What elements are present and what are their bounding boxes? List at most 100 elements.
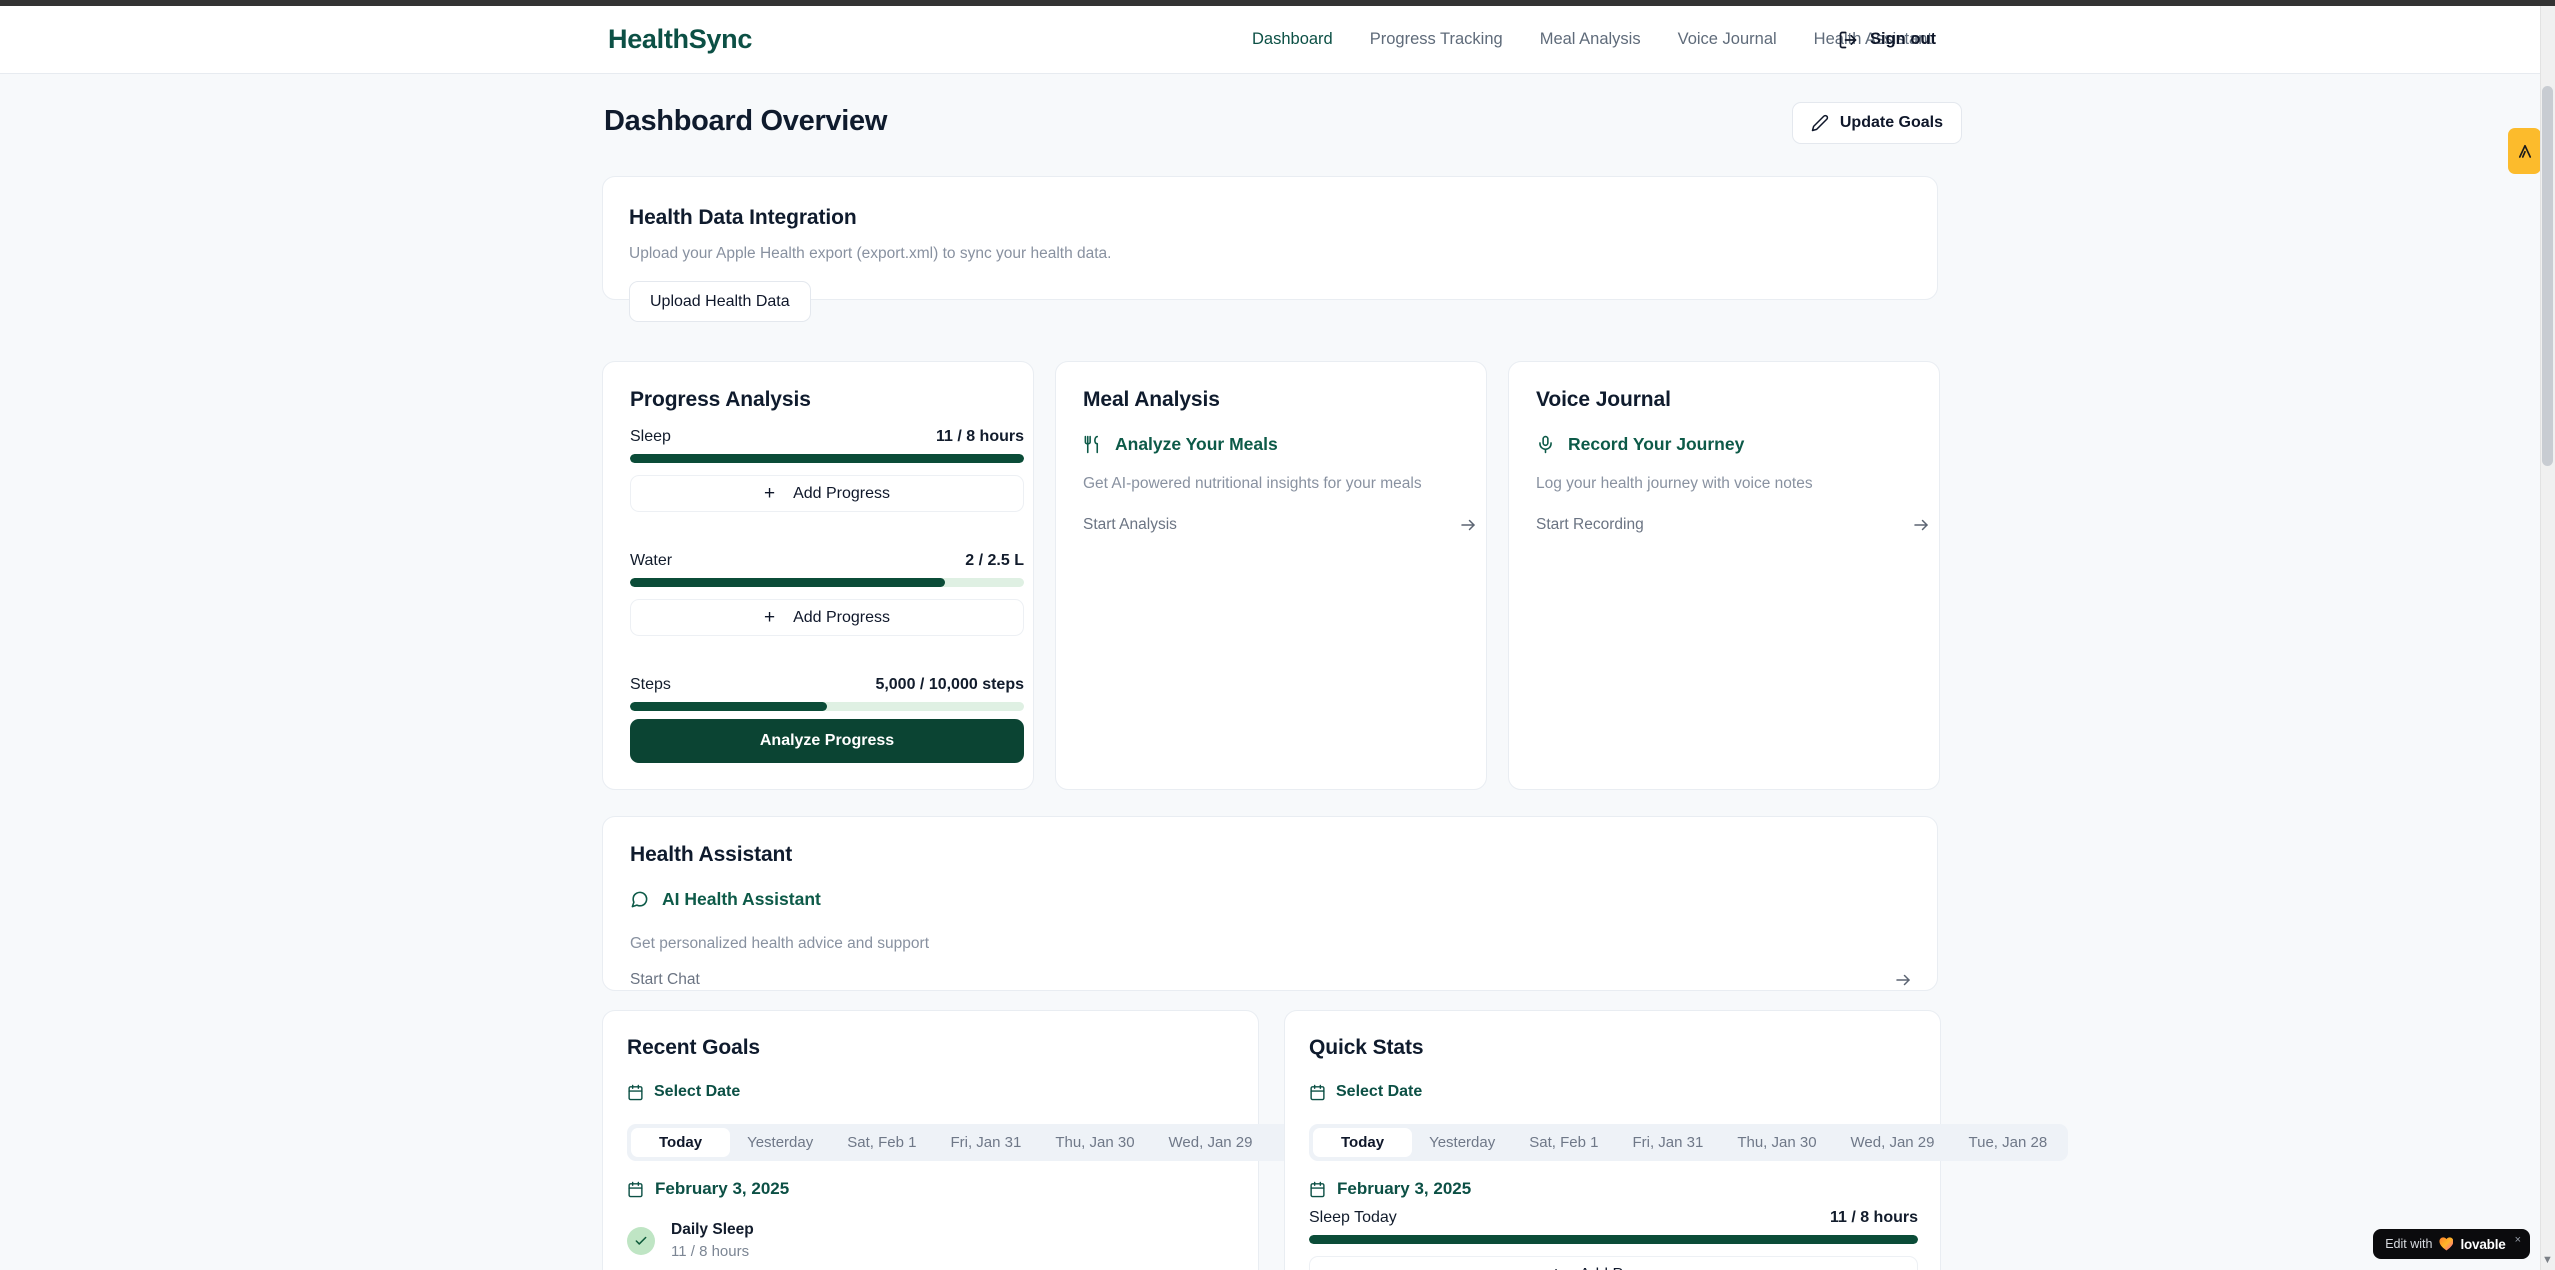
progress-bar-track	[1309, 1235, 1918, 1244]
add-progress-button-sleep[interactable]: + Add Progress	[630, 475, 1024, 512]
goal-row-water: Water 2 / 2.5 L + Add Progress	[630, 552, 1024, 636]
goal-label: Water	[630, 552, 673, 569]
selected-date-display-stats: February 3, 2025	[1309, 1179, 1471, 1199]
analyze-meals-label: Analyze Your Meals	[1115, 434, 1278, 454]
page-scrollbar[interactable]: ▼	[2540, 6, 2555, 1270]
close-icon[interactable]: ×	[2514, 1234, 2521, 1246]
start-analysis-label: Start Analysis	[1083, 516, 1177, 533]
brand-logo[interactable]: HealthSync	[608, 24, 753, 54]
health-assistant-card: Health Assistant AI Health Assistant Get…	[602, 816, 1938, 991]
date-tab-yesterday[interactable]: Yesterday	[1429, 1134, 1496, 1151]
arrow-right-icon	[1459, 516, 1477, 534]
record-journey-action[interactable]: Record Your Journey	[1536, 434, 1744, 455]
date-tabs-goals: Today Yesterday Sat, Feb 1 Fri, Jan 31 T…	[627, 1124, 1387, 1161]
meal-analysis-description: Get AI-powered nutritional insights for …	[1083, 475, 1422, 492]
meal-analysis-card: Meal Analysis Analyze Your Meals Get AI-…	[1055, 361, 1487, 790]
quick-stats-card: Quick Stats Select Date Today Yesterday …	[1284, 1010, 2069, 1270]
select-date-label: Select Date	[654, 1083, 741, 1100]
quick-stats-title: Quick Stats	[1309, 1036, 1424, 1059]
list-item-daily-sleep[interactable]: Daily Sleep 11 / 8 hours	[627, 1219, 754, 1263]
voice-journal-card: Voice Journal Record Your Journey Log yo…	[1508, 361, 1940, 790]
nav-item-health-assistant[interactable]: Health Assistant	[1813, 30, 1932, 48]
arrow-right-icon	[1912, 516, 1930, 534]
date-tab-fri-jan-31[interactable]: Fri, Jan 31	[950, 1134, 1022, 1151]
nav-item-progress-tracking[interactable]: Progress Tracking	[1369, 30, 1503, 48]
arrow-right-icon	[1894, 971, 1912, 989]
date-tab-sat-feb-1[interactable]: Sat, Feb 1	[1529, 1134, 1599, 1151]
record-journey-label: Record Your Journey	[1568, 434, 1745, 454]
progress-bar-fill	[630, 454, 1024, 463]
ai-health-assistant-action[interactable]: AI Health Assistant	[630, 889, 821, 910]
goal-item-name: Daily Sleep	[671, 1221, 754, 1238]
date-tab-thu-jan-30[interactable]: Thu, Jan 30	[1055, 1134, 1135, 1151]
date-tabs-stats: Today Yesterday Sat, Feb 1 Fri, Jan 31 T…	[1309, 1124, 2069, 1161]
progress-bar-fill	[630, 578, 946, 587]
nav-item-dashboard[interactable]: Dashboard	[1252, 30, 1333, 48]
calendar-icon	[627, 1084, 644, 1101]
goal-row-sleep: Sleep 11 / 8 hours + Add Progress	[630, 428, 1024, 512]
calendar-icon	[1309, 1181, 1326, 1198]
date-tab-thu-jan-30[interactable]: Thu, Jan 30	[1737, 1134, 1817, 1151]
page-title: Dashboard Overview	[604, 105, 888, 137]
select-date-label: Select Date	[1336, 1083, 1423, 1100]
stat-value: 11 / 8 hours	[1829, 1209, 1918, 1226]
date-tab-wed-jan-29[interactable]: Wed, Jan 29	[1168, 1134, 1253, 1151]
selected-date-display-goals: February 3, 2025	[627, 1179, 789, 1199]
plus-icon: +	[763, 607, 776, 628]
health-data-description: Upload your Apple Health export (export.…	[629, 245, 1112, 262]
plus-icon: +	[763, 483, 776, 504]
plus-icon: +	[1550, 1265, 1561, 1270]
analyze-progress-button[interactable]: Analyze Progress	[630, 719, 1024, 763]
start-recording-link[interactable]: Start Recording	[1536, 516, 1930, 534]
voice-journal-description: Log your health journey with voice notes	[1536, 475, 1813, 492]
date-tab-tue-jan-28[interactable]: Tue, Jan 28	[1968, 1134, 2048, 1151]
microphone-icon	[1536, 435, 1555, 454]
nav-links: Dashboard Progress Tracking Meal Analysi…	[1252, 30, 1932, 49]
sign-out-button[interactable]: Sign out	[1838, 30, 1936, 50]
select-date-button-goals[interactable]: Select Date	[627, 1083, 740, 1101]
add-progress-button-water[interactable]: + Add Progress	[630, 599, 1024, 636]
date-tab-yesterday[interactable]: Yesterday	[747, 1134, 814, 1151]
top-navigation-bar: HealthSync Dashboard Progress Tracking M…	[0, 6, 2555, 74]
goal-header: Water 2 / 2.5 L	[630, 552, 1024, 570]
scrollbar-down-arrow[interactable]: ▼	[2542, 1254, 2553, 1266]
start-recording-label: Start Recording	[1536, 516, 1644, 533]
progress-bar-track	[630, 702, 1024, 711]
goal-value: 2 / 2.5 L	[965, 552, 1024, 569]
update-goals-button[interactable]: Update Goals	[1791, 102, 1962, 144]
add-progress-label: Add Progress	[793, 484, 891, 502]
lovable-edge-tab-button[interactable]	[2508, 128, 2541, 174]
goal-header: Steps 5,000 / 10,000 steps	[630, 676, 1024, 694]
voice-journal-title: Voice Journal	[1536, 388, 1671, 411]
nav-item-meal-analysis[interactable]: Meal Analysis	[1539, 30, 1641, 48]
date-tab-sat-feb-1[interactable]: Sat, Feb 1	[847, 1134, 917, 1151]
goal-item-value: 11 / 8 hours	[671, 1243, 750, 1261]
sign-out-label: Sign out	[1870, 30, 1936, 48]
logout-icon	[1838, 30, 1858, 50]
goal-header: Sleep 11 / 8 hours	[630, 428, 1024, 446]
date-tab-today[interactable]: Today	[631, 1128, 731, 1157]
upload-health-data-button[interactable]: Upload Health Data	[629, 281, 811, 322]
start-chat-link[interactable]: Start Chat	[630, 971, 1912, 989]
goal-value: 11 / 8 hours	[935, 428, 1024, 445]
date-tab-wed-jan-29[interactable]: Wed, Jan 29	[1850, 1134, 1935, 1151]
update-goals-label: Update Goals	[1839, 114, 1943, 131]
pencil-icon	[1811, 114, 1829, 132]
nav-item-voice-journal[interactable]: Voice Journal	[1677, 30, 1777, 48]
add-progress-label: Add Progress	[1580, 1266, 1677, 1270]
health-data-integration-card: Health Data Integration Upload your Appl…	[602, 176, 1938, 322]
progress-bar-track	[630, 454, 1024, 463]
scrollbar-thumb[interactable]	[2542, 86, 2553, 466]
progress-bar-track	[630, 578, 1024, 587]
stat-row-sleep-today: Sleep Today 11 / 8 hours + Add Progress	[1309, 1209, 1918, 1270]
analyze-meals-action[interactable]: Analyze Your Meals	[1083, 434, 1278, 455]
progress-bar-fill	[630, 702, 827, 711]
goal-label: Sleep	[630, 428, 671, 445]
start-analysis-link[interactable]: Start Analysis	[1083, 516, 1477, 534]
goal-item-text: Daily Sleep 11 / 8 hours	[671, 1219, 754, 1263]
lovable-edit-badge[interactable]: Edit with lovable ×	[2373, 1229, 2530, 1259]
date-tab-fri-jan-31[interactable]: Fri, Jan 31	[1632, 1134, 1704, 1151]
date-tab-today[interactable]: Today	[1313, 1128, 1413, 1157]
select-date-button-stats[interactable]: Select Date	[1309, 1083, 1422, 1101]
add-progress-button-sleep-today[interactable]: + Add Progress	[1309, 1256, 1918, 1270]
